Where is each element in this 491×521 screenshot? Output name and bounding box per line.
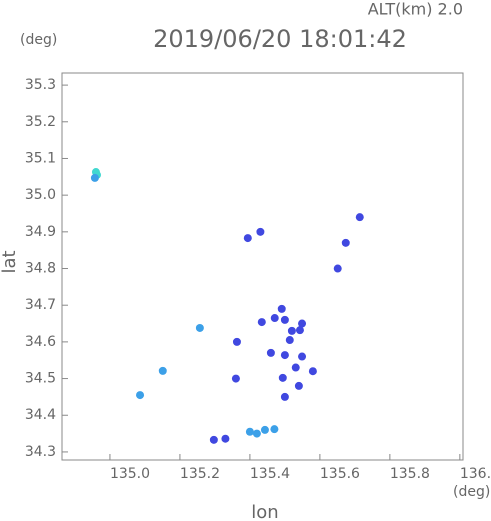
echo-point [158, 366, 167, 375]
y-tick-label: 34.4 [25, 407, 56, 423]
echo-point [90, 173, 99, 182]
echo-point [245, 427, 254, 436]
plot-frame [61, 72, 464, 461]
echo-point [232, 337, 241, 346]
subtitle: ALT(km) 2.0 [368, 0, 463, 19]
y-tick-label: 34.7 [25, 297, 56, 313]
echo-point [280, 392, 289, 401]
echo-point [278, 373, 287, 382]
echo-point [231, 374, 240, 383]
echo-point [294, 381, 303, 390]
echo-point [221, 434, 230, 443]
echo-point [355, 213, 364, 222]
echo-point [195, 323, 204, 332]
x-tick-label: 136.0 [460, 466, 491, 482]
echo-point [270, 314, 279, 323]
echo-point [280, 351, 289, 360]
x-tick-label: 135.4 [250, 466, 290, 482]
y-tick-label: 34.9 [25, 224, 56, 240]
echo-point [341, 238, 350, 247]
x-tick-label: 135.2 [180, 466, 220, 482]
x-axis-label: lon [251, 502, 278, 521]
echo-point [260, 425, 269, 434]
echo-point [243, 234, 252, 243]
echo-point [298, 319, 307, 328]
y-axis-label: lat [0, 250, 20, 273]
echo-point [277, 304, 286, 313]
echo-point [333, 264, 342, 273]
x-tick-label: 135.6 [320, 466, 360, 482]
y-tick-label: 35.2 [25, 114, 56, 130]
y-tick-label: 35.0 [25, 187, 56, 203]
y-tick-label: 34.8 [25, 261, 56, 277]
chart-title: 2019/06/20 18:01:42 [153, 25, 407, 53]
echo-point [287, 326, 296, 335]
echo-point [280, 315, 289, 324]
echo-point [308, 367, 317, 376]
echo-point [295, 326, 304, 335]
y-tick-label: 35.3 [25, 77, 56, 93]
echo-point [257, 318, 266, 327]
echo-point [136, 391, 145, 400]
echo-point [266, 348, 275, 357]
y-tick-label: 34.6 [25, 334, 56, 350]
y-tick-label: 34.3 [25, 444, 56, 460]
echo-point [291, 363, 300, 372]
echo-point [298, 352, 307, 361]
y-tick-label: 34.5 [25, 371, 56, 387]
echo-point [256, 227, 265, 236]
echo-point [252, 429, 261, 438]
echo-point [209, 435, 218, 444]
y-unit: (deg) [20, 32, 57, 48]
x-unit: (deg) [453, 484, 490, 500]
echo-point [270, 425, 279, 434]
y-tick-label: 35.1 [25, 150, 56, 166]
echo-point [285, 336, 294, 345]
x-tick-label: 135.0 [110, 466, 150, 482]
x-tick-label: 135.8 [390, 466, 430, 482]
